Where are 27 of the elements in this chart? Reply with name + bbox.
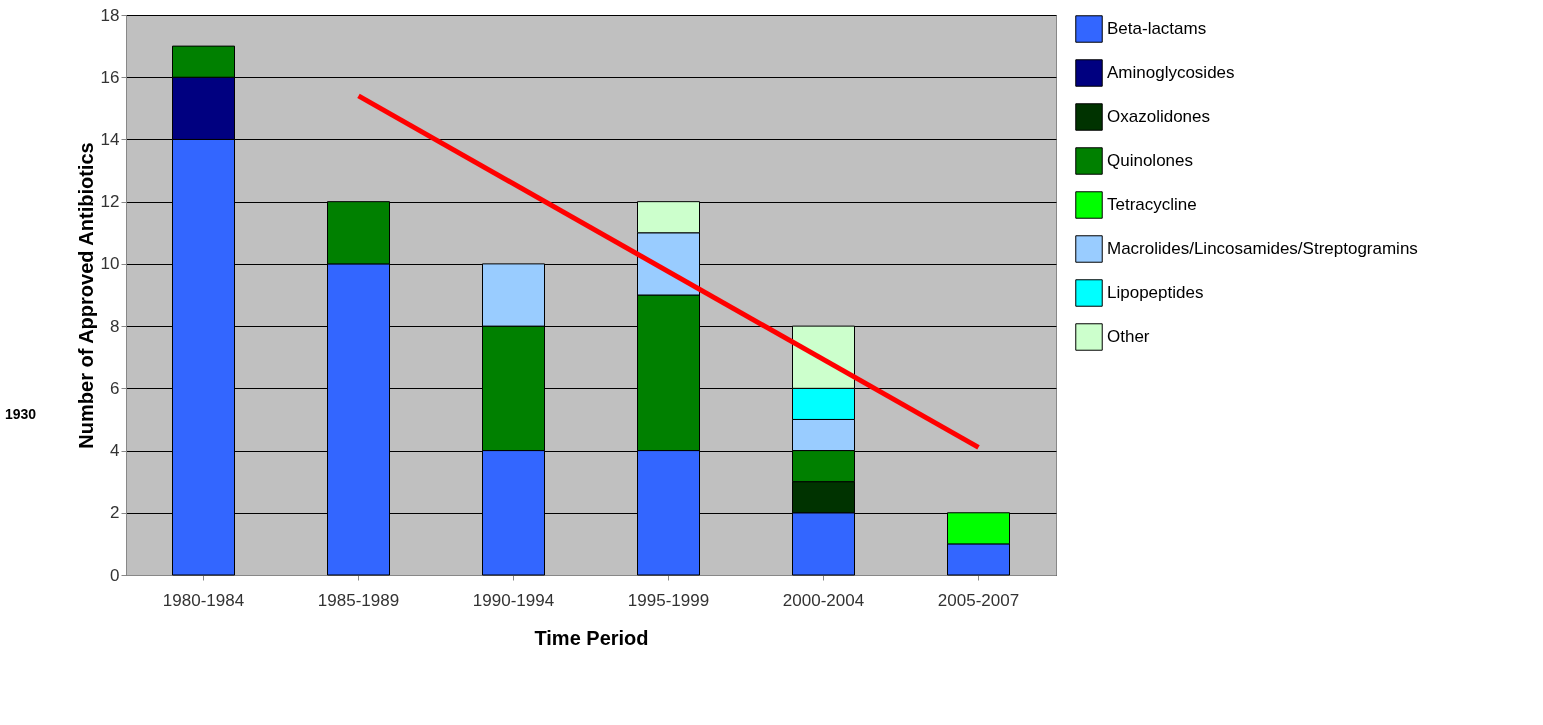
x-tick-label: 1980-1984 <box>162 590 245 610</box>
legend-label: Aminoglycosides <box>1107 63 1235 82</box>
legend-label: Oxazolidones <box>1107 107 1211 126</box>
x-tick-label: 1985-1989 <box>317 590 400 610</box>
y-tick-label: 14 <box>100 129 120 149</box>
x-axis-title: Time Period <box>534 626 649 649</box>
legend-label: Tetracycline <box>1107 195 1197 214</box>
y-tick-label: 4 <box>110 441 120 461</box>
y-axis-title: Number of Approved Antibiotics <box>74 142 97 449</box>
x-tick-label: 2000-2004 <box>782 590 865 610</box>
x-tick-label: 1995-1999 <box>627 590 710 610</box>
y-tick-label: 16 <box>100 67 120 87</box>
legend-label: Other <box>1107 327 1150 346</box>
y-tick-label: 8 <box>110 316 120 336</box>
legend-label: Quinolones <box>1107 151 1194 170</box>
text: 1930 <box>5 406 37 422</box>
legend-label: Macrolides/Lincosamides/Streptogramins <box>1107 239 1418 258</box>
y-tick-label: 12 <box>100 192 120 212</box>
y-tick-label: 2 <box>110 503 120 523</box>
legend-label: Beta-lactams <box>1107 19 1207 38</box>
y-tick-label: 0 <box>110 565 120 585</box>
x-tick-label: 1990-1994 <box>472 590 555 610</box>
legend-label: Lipopeptides <box>1107 283 1204 302</box>
y-tick-label: 18 <box>100 5 120 25</box>
y-tick-label: 10 <box>100 254 120 274</box>
y-tick-label: 6 <box>110 378 120 398</box>
x-tick-label: 2005-2007 <box>937 590 1020 610</box>
